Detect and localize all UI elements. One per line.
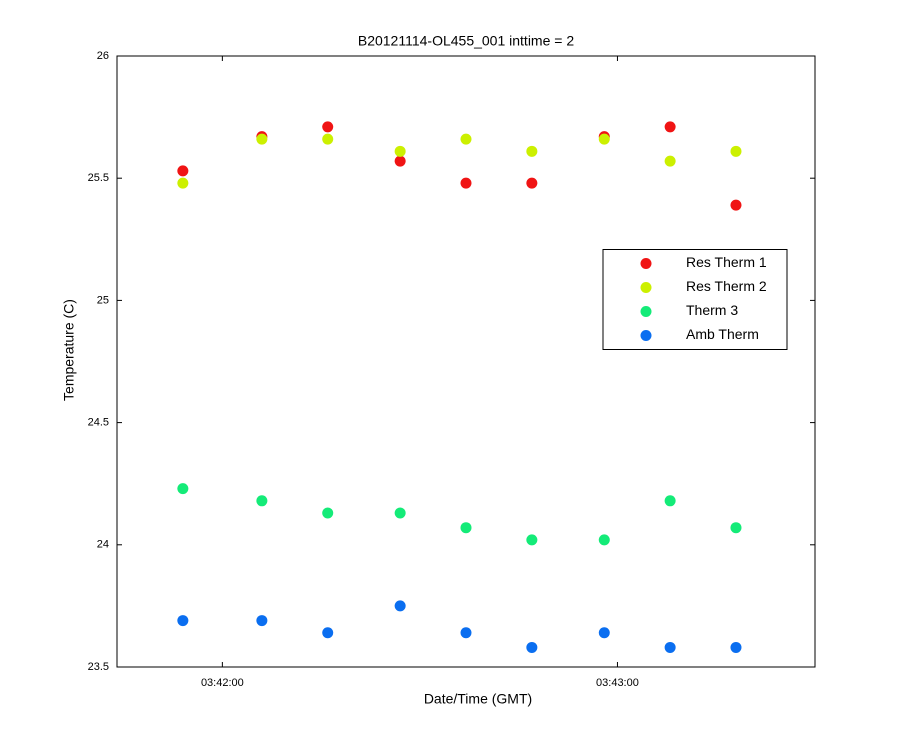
data-point [664, 155, 676, 167]
y-tick-label: 24 [97, 539, 109, 551]
plot-frame [116, 55, 816, 668]
data-point [177, 483, 189, 495]
data-point [394, 155, 406, 167]
data-point [730, 641, 742, 653]
data-point [460, 627, 472, 639]
data-point [177, 615, 189, 627]
data-point [394, 507, 406, 519]
y-axis-label: Temperature (C) [61, 299, 77, 401]
data-point [256, 615, 268, 627]
y-tick-label: 26 [97, 50, 109, 62]
data-point [322, 507, 334, 519]
legend-marker [640, 306, 652, 317]
data-point [526, 534, 538, 546]
data-point [664, 495, 676, 507]
legend-marker [640, 258, 652, 269]
x-tick-label: 03:43:00 [596, 677, 639, 689]
data-point [730, 522, 742, 534]
legend-label: Therm 3 [686, 302, 738, 318]
y-tick-label: 25 [97, 294, 109, 306]
data-point [730, 199, 742, 211]
x-tick-label: 03:42:00 [201, 677, 244, 689]
data-point [394, 145, 406, 157]
legend-marker [640, 282, 652, 293]
y-tick-label: 23.5 [88, 661, 109, 673]
legend-label: Amb Therm [686, 326, 759, 342]
chart-title: B20121114-OL455_001 inttime = 2 [358, 33, 574, 49]
data-point [322, 133, 334, 145]
data-point [526, 145, 538, 157]
data-point [460, 177, 472, 189]
data-point [526, 641, 538, 653]
data-point [664, 121, 676, 133]
legend-label: Res Therm 2 [686, 278, 767, 294]
data-point [256, 133, 268, 145]
y-tick-label: 25.5 [88, 172, 109, 184]
data-point [177, 165, 189, 177]
data-point [598, 534, 610, 546]
data-point [177, 177, 189, 189]
legend-box [602, 249, 788, 350]
data-point [664, 641, 676, 653]
data-point [526, 177, 538, 189]
data-point [598, 627, 610, 639]
data-point [598, 133, 610, 145]
data-point [322, 627, 334, 639]
data-point [394, 600, 406, 612]
data-point [730, 145, 742, 157]
x-axis-label: Date/Time (GMT) [424, 691, 532, 707]
data-point [460, 133, 472, 145]
legend-marker [640, 330, 652, 341]
data-point [256, 495, 268, 507]
legend-label: Res Therm 1 [686, 254, 767, 270]
y-tick-label: 24.5 [88, 417, 109, 429]
data-point [460, 522, 472, 534]
data-point [322, 121, 334, 133]
